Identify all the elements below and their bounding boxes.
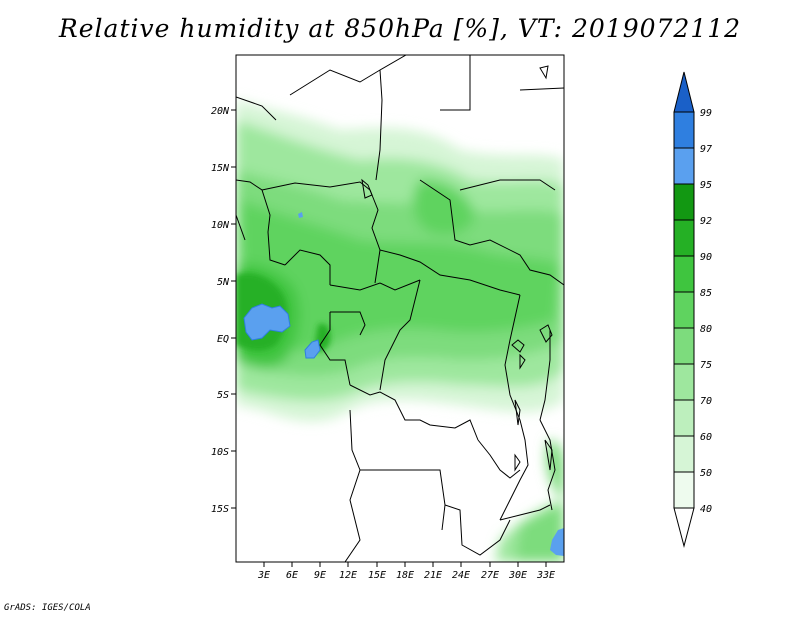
- rh-patch-north: [298, 212, 303, 218]
- colorbar-top-triangle: [673, 71, 695, 113]
- colorbar-segment-50-60: [673, 435, 695, 473]
- rh-patch-southeast: [550, 528, 564, 556]
- colorbar-segment-92-95: [673, 183, 695, 221]
- lat-axis: [231, 109, 236, 509]
- colorbar-label-95: 95: [700, 180, 712, 191]
- lat-tick-10n: 10N: [211, 220, 230, 231]
- lon-tick-27e: 27E: [481, 570, 499, 581]
- lat-tick-labels: 20N 15N 10N 5N EQ 5S 10S 15S: [211, 106, 230, 515]
- colorbar-label-90: 90: [700, 252, 712, 263]
- country-boundaries: [236, 55, 564, 562]
- humidity-field: [236, 55, 564, 562]
- lon-tick-3e: 3E: [257, 570, 270, 581]
- lon-tick-15e: 15E: [368, 570, 386, 581]
- lat-tick-20n: 20N: [211, 106, 230, 117]
- map-title: Relative humidity at 850hPa [%], VT: 201…: [58, 14, 742, 43]
- lon-axis: [263, 562, 547, 567]
- lon-tick-24e: 24E: [452, 570, 470, 581]
- colorbar-segment-75-80: [673, 327, 695, 365]
- colorbar-label-80: 80: [700, 324, 712, 335]
- grads-credit: GrADS: IGES/COLA: [4, 603, 91, 613]
- colorbar-segment-80-85: [673, 291, 695, 329]
- colorbar-segment-97-99: [673, 111, 695, 149]
- colorbar-segment-70-75: [673, 363, 695, 401]
- colorbar-label-75: 75: [700, 360, 712, 371]
- lat-tick-15s: 15S: [211, 504, 229, 515]
- colorbar-segment-95-97: [673, 147, 695, 185]
- colorbar-label-97: 97: [700, 144, 712, 155]
- colorbar-segment-90-92: [673, 219, 695, 257]
- colorbar-segment-60-70: [673, 399, 695, 437]
- colorbar-bottom-triangle: [673, 507, 695, 548]
- lon-tick-30e: 30E: [508, 570, 527, 581]
- rh-patch-gulf-east: [304, 339, 321, 359]
- colorbar-label-70: 70: [700, 396, 712, 407]
- colorbar-label-92: 92: [700, 216, 712, 227]
- colorbar-segment-85-90: [673, 255, 695, 293]
- lon-tick-9e: 9E: [314, 570, 326, 581]
- colorbar-label-85: 85: [700, 288, 712, 299]
- lon-tick-labels: 3E 6E 9E 12E 15E 18E 21E 24E 27E 30E 33E: [257, 570, 555, 581]
- lakes: [361, 65, 553, 472]
- map-frame: [235, 54, 565, 563]
- colorbar-label-99: 99: [700, 108, 712, 119]
- rh-patch-gulf-west: [243, 303, 291, 341]
- lon-tick-18e: 18E: [396, 570, 414, 581]
- lon-tick-33e: 33E: [536, 570, 555, 581]
- lat-tick-5n: 5N: [217, 277, 230, 288]
- colorbar-label-50: 50: [700, 468, 712, 479]
- lon-tick-6e: 6E: [286, 570, 298, 581]
- lat-tick-eq: EQ: [217, 334, 229, 345]
- lon-tick-12e: 12E: [339, 570, 357, 581]
- colorbar-labels: 40 50 60 70 75 80 85 90 92 95 97 99: [700, 108, 712, 515]
- lat-tick-10s: 10S: [211, 447, 229, 458]
- colorbar-label-40: 40: [700, 504, 712, 515]
- colorbar: [673, 71, 695, 548]
- lat-tick-5s: 5S: [217, 390, 229, 401]
- lon-tick-21e: 21E: [424, 570, 442, 581]
- lat-tick-15n: 15N: [211, 163, 230, 174]
- colorbar-segment-40-50: [673, 471, 695, 509]
- colorbar-label-60: 60: [700, 432, 712, 443]
